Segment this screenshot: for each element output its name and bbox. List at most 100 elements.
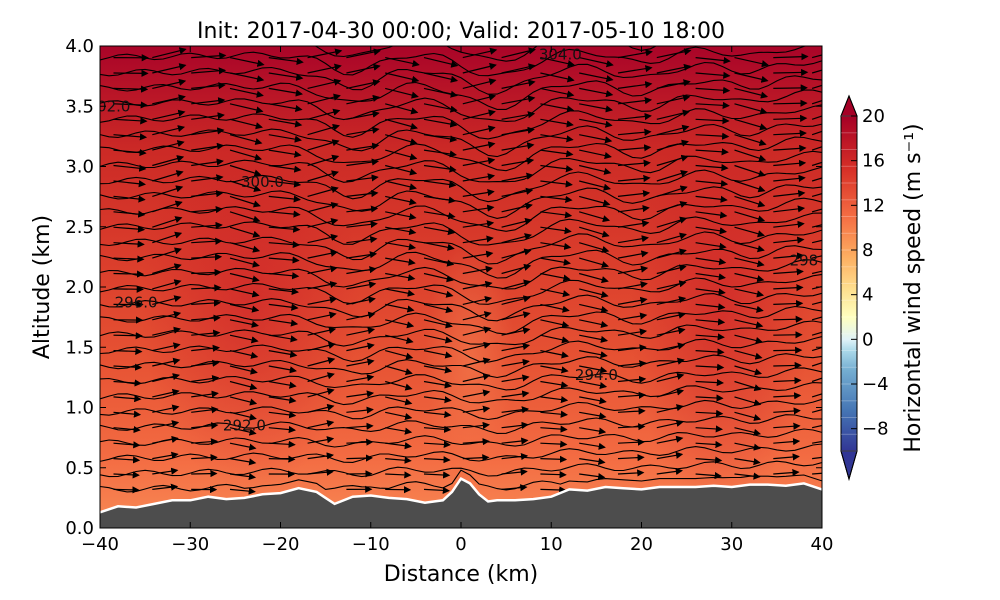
wind-vector xyxy=(579,149,612,160)
wind-vector xyxy=(229,134,263,146)
wind-vector xyxy=(346,174,379,182)
wind-vector xyxy=(540,164,574,173)
isentrope-line xyxy=(100,104,822,140)
wind-vector xyxy=(385,380,413,391)
wind-vector xyxy=(579,103,613,113)
wind-vector xyxy=(617,49,653,59)
wind-vector xyxy=(811,177,822,182)
wind-vector xyxy=(734,72,769,83)
isentrope-line xyxy=(314,46,658,62)
wind-vector xyxy=(540,395,569,404)
wind-vector xyxy=(346,110,380,120)
wind-vector xyxy=(811,440,822,444)
wind-vector xyxy=(617,375,647,384)
wind-vector xyxy=(229,226,261,238)
x-tick-label: −30 xyxy=(171,534,209,555)
wind-vector xyxy=(423,456,451,464)
wind-vector xyxy=(307,436,335,444)
wind-vector xyxy=(501,47,536,59)
wind-vector xyxy=(152,326,181,336)
wind-vector xyxy=(346,48,381,59)
wind-vector xyxy=(346,266,377,275)
wind-vector xyxy=(811,393,822,398)
wind-vector xyxy=(579,87,614,98)
x-axis: −40 −30 −20 −10 0 10 20 30 40 xyxy=(81,46,833,555)
wind-vector xyxy=(423,57,459,68)
wind-vector xyxy=(811,301,822,305)
wind-vector xyxy=(734,288,765,298)
wind-vector xyxy=(734,226,765,238)
colorbar-scale xyxy=(841,116,857,451)
wind-vector xyxy=(385,427,413,435)
wind-vector xyxy=(811,161,822,167)
wind-vector xyxy=(385,195,417,206)
wind-vector xyxy=(307,452,334,460)
chart-title: Init: 2017-04-30 00:00; Valid: 2017-05-1… xyxy=(197,19,725,44)
wind-vector xyxy=(540,288,571,298)
wind-vector xyxy=(462,157,496,167)
wind-vector xyxy=(113,486,140,494)
wind-vector xyxy=(734,303,764,313)
wind-vector xyxy=(152,94,186,105)
wind-vector xyxy=(423,425,452,433)
x-tick-label: 10 xyxy=(540,534,563,555)
wind-vector xyxy=(385,319,415,329)
wind-vector xyxy=(734,442,761,451)
wind-vector xyxy=(191,253,223,261)
wind-vector xyxy=(113,148,147,157)
wind-vector xyxy=(113,456,141,464)
wind-vector xyxy=(734,103,768,115)
wind-vector xyxy=(656,109,690,120)
wind-vector xyxy=(113,363,143,371)
wind-vector xyxy=(540,272,571,282)
wind-vector xyxy=(501,452,529,461)
wind-vector xyxy=(695,471,722,480)
wind-vector xyxy=(773,346,803,354)
wind-vector xyxy=(617,423,646,431)
isentrope-line xyxy=(100,414,822,434)
wind-vector xyxy=(462,405,491,413)
wind-vector xyxy=(268,425,296,434)
wind-vector xyxy=(268,440,296,448)
wind-vector xyxy=(579,473,606,481)
wind-vector xyxy=(540,380,569,389)
colorbar-tick-label: 0 xyxy=(862,329,873,350)
wind-vector xyxy=(307,387,335,398)
wind-vector xyxy=(191,205,223,214)
wind-vector xyxy=(695,101,730,109)
wind-vector xyxy=(152,78,187,89)
wind-vector xyxy=(501,421,529,429)
wind-vector xyxy=(811,224,822,228)
wind-vector xyxy=(152,295,182,305)
wind-vector xyxy=(617,438,645,446)
wind-vector xyxy=(346,390,375,398)
wind-vector xyxy=(773,99,808,107)
wind-vector xyxy=(501,111,536,120)
wind-vector xyxy=(811,331,822,336)
wind-vector xyxy=(656,139,689,151)
wind-vector xyxy=(579,180,611,191)
wind-vector xyxy=(191,158,224,167)
wind-vector xyxy=(113,255,145,263)
wind-vector xyxy=(113,410,142,418)
wind-vector xyxy=(191,314,221,322)
wind-vector xyxy=(501,279,531,290)
wind-vector xyxy=(268,72,304,81)
wind-vector xyxy=(346,342,375,352)
wind-vector xyxy=(307,186,339,197)
potential-temperature-contours xyxy=(100,46,822,493)
wind-vector xyxy=(579,118,613,128)
wind-vector xyxy=(229,411,257,421)
wind-vector xyxy=(191,422,219,430)
wind-vector xyxy=(773,68,809,77)
wind-vector xyxy=(617,360,647,368)
wind-vector xyxy=(423,87,458,98)
wind-vector xyxy=(346,142,380,151)
wind-vector xyxy=(734,334,763,344)
wind-vector xyxy=(617,312,648,321)
wind-vector xyxy=(462,125,496,136)
wind-vector xyxy=(229,319,259,328)
wind-vector xyxy=(191,221,223,230)
wind-vector xyxy=(423,242,455,251)
wind-vector xyxy=(695,195,728,203)
